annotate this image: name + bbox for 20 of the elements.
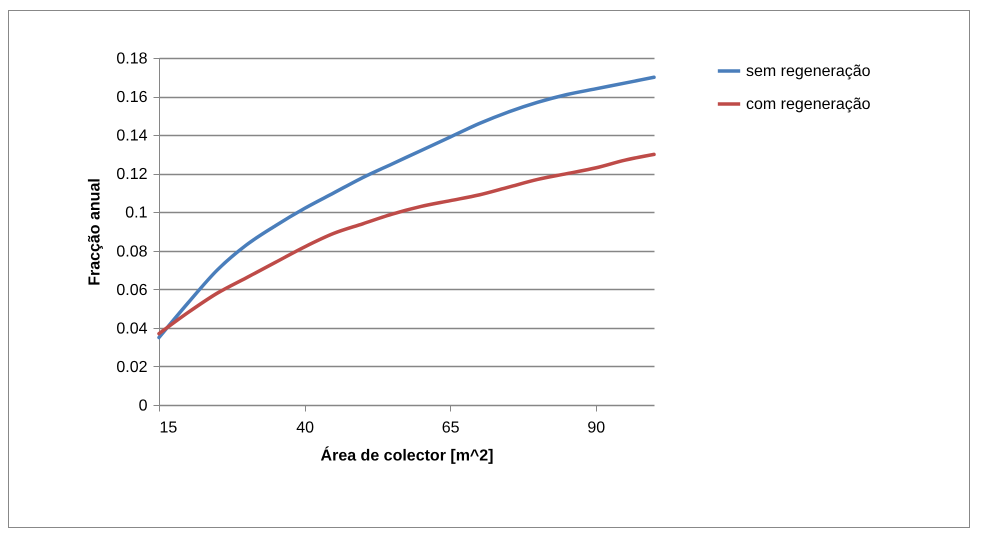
x-tick-label: 65	[442, 420, 460, 436]
y-tick-label: 0.14	[116, 128, 148, 145]
y-tick-label: 0.16	[116, 89, 148, 106]
x-tick-label: 15	[160, 420, 178, 436]
y-tick-label: 0.12	[116, 166, 148, 184]
y-axis-title: Fracção anual	[86, 178, 104, 286]
y-tick-label: 0	[138, 398, 148, 414]
x-axis-title: Área de colector [m^2]	[320, 446, 494, 464]
x-tick-label: 40	[296, 420, 314, 436]
y-tick-label: 0.06	[116, 282, 148, 299]
y-tick-label: 0.04	[116, 320, 148, 338]
y-tick-label: 0.1	[125, 204, 148, 222]
y-tick-label: 0.18	[116, 50, 148, 68]
y-tick-label: 0.08	[116, 243, 148, 260]
y-tick-label: 0.02	[116, 358, 148, 376]
x-tick-label: 90	[587, 420, 606, 436]
line-series	[157, 152, 656, 336]
legend-label: com regeneração	[746, 96, 871, 113]
legend-label: sem regeneração	[746, 63, 871, 80]
line-series	[157, 76, 656, 340]
